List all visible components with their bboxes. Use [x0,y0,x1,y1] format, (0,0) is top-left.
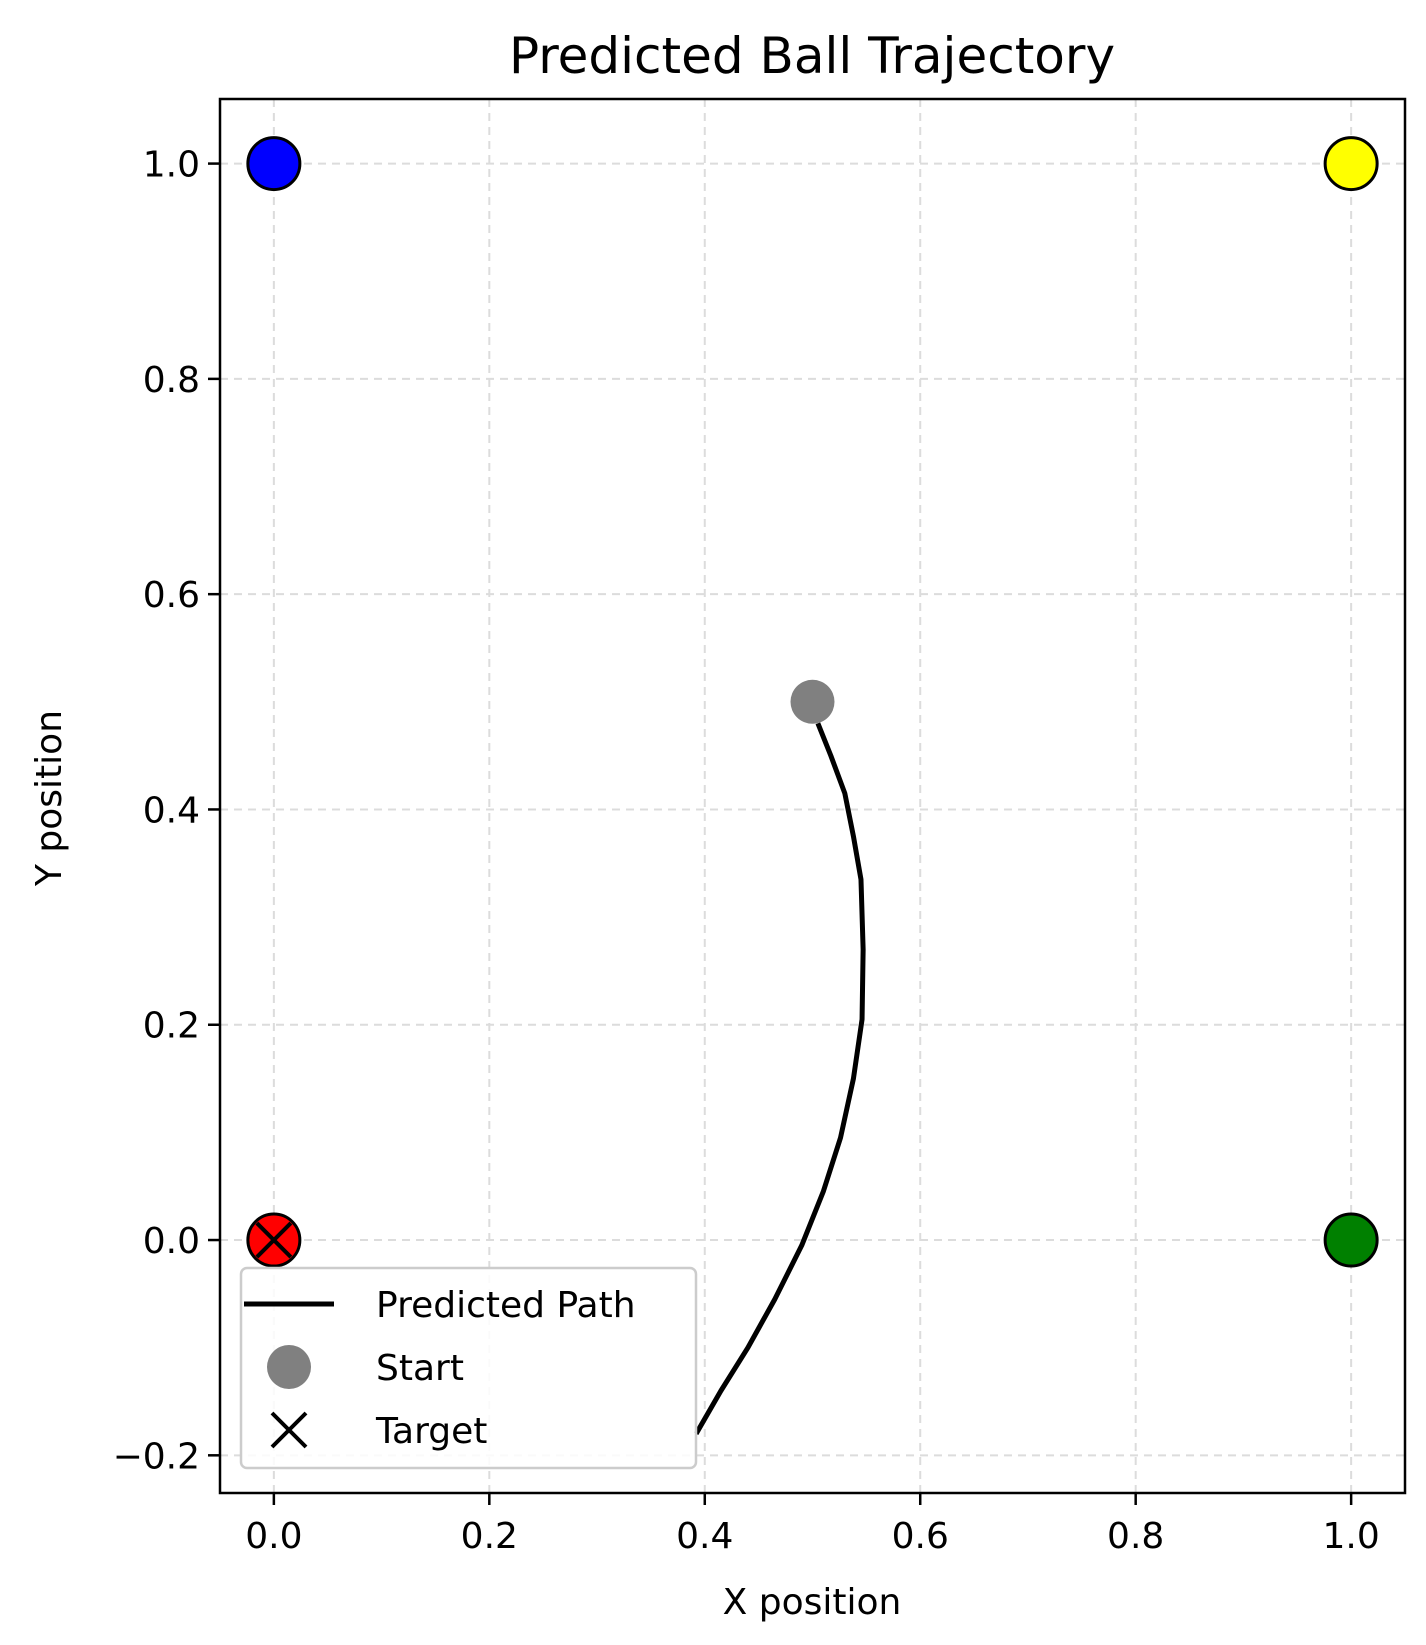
y-tick-label: 0.2 [143,1006,200,1047]
x-axis-label: X position [723,1582,902,1623]
x-tick-label: 1.0 [1323,1516,1380,1557]
y-tick-label: 1.0 [143,145,200,186]
corner-point [1323,1212,1379,1268]
series-layer [255,679,866,1436]
x-tick-label: 0.2 [461,1516,518,1557]
target-marker [255,1221,293,1259]
x-axis: 0.0 0.2 0.4 0.6 0.8 1.0 [245,1493,1380,1557]
legend-x-swatch [270,1411,308,1449]
x-tick-label: 0.8 [1107,1516,1164,1557]
legend-circle-swatch [267,1345,311,1389]
y-tick-label: −0.2 [113,1436,200,1477]
corner-point [1323,136,1379,192]
grid-lines [220,99,1405,1493]
y-axis: −0.2 0.0 0.2 0.4 0.6 0.8 1.0 [113,145,220,1477]
corner-points [246,136,1379,1268]
plot-area-border [218,97,1407,1495]
y-axis-label: Y position [29,710,70,887]
y-tick-label: 0.0 [143,1221,200,1262]
x-tick-label: 0.4 [676,1516,733,1557]
corner-point [246,136,302,192]
x-tick-label: 0.0 [245,1516,302,1557]
x-tick-label: 0.6 [892,1516,949,1557]
start-marker [790,679,835,724]
legend-label: Predicted Path [376,1285,636,1326]
plot-frame [218,97,1407,1495]
legend-label: Start [376,1348,464,1389]
legend: Predicted Path Start Target [239,1266,698,1470]
y-tick-label: 0.6 [143,575,200,616]
legend-label: Target [375,1411,487,1452]
y-tick-label: 0.4 [143,790,200,831]
predicted-path-line [693,722,866,1436]
y-tick-label: 0.8 [143,360,200,401]
chart-title: Predicted Ball Trajectory [509,27,1115,85]
legend-box [239,1266,698,1470]
